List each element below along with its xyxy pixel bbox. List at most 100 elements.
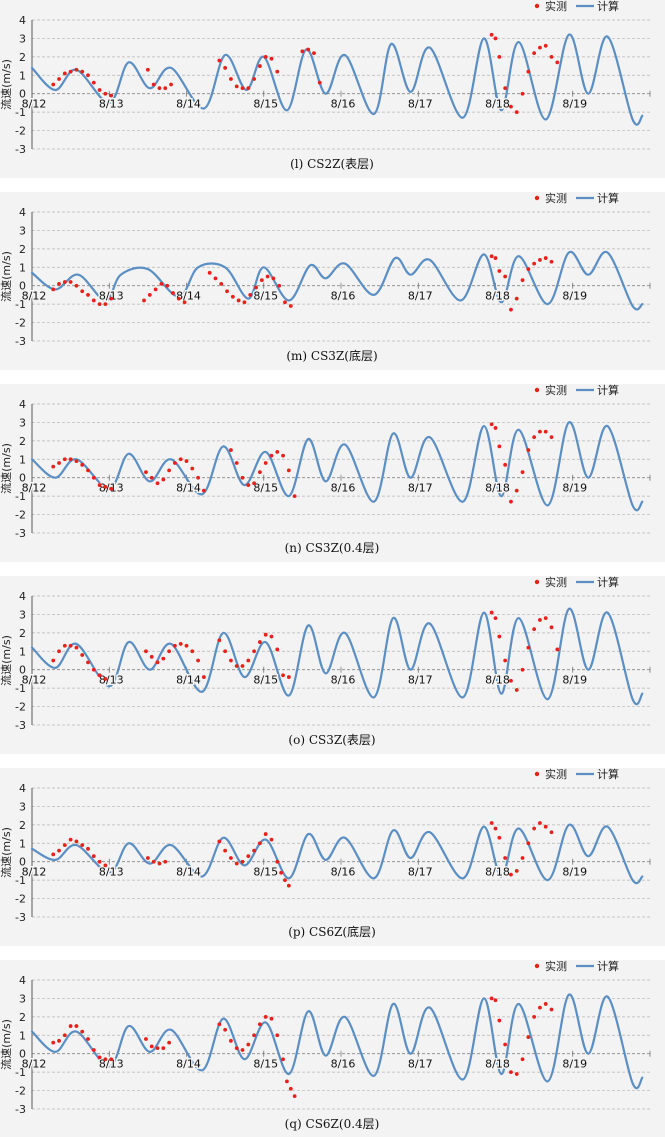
observed-point <box>493 256 498 260</box>
observed-point <box>86 660 90 665</box>
x-tick-label: 8/15 <box>253 866 278 879</box>
observed-point <box>165 283 170 288</box>
x-tick-label: 8/14 <box>176 290 201 303</box>
observed-point <box>503 856 508 860</box>
observed-point <box>184 459 189 464</box>
y-tick-label: -3 <box>15 527 26 540</box>
x-tick-label: 8/16 <box>331 1058 356 1071</box>
x-tick-label: 8/14 <box>176 866 201 879</box>
observed-point <box>538 821 542 825</box>
observed-point <box>252 848 256 853</box>
observed-point <box>149 475 154 480</box>
chart-panel: 43210-1-2-3流速(m/s)8/128/138/148/158/168/… <box>0 383 665 562</box>
observed-point <box>144 649 148 654</box>
observed-point <box>514 869 519 873</box>
observed-point <box>57 848 61 853</box>
observed-point <box>526 645 531 650</box>
observed-point <box>489 422 494 427</box>
observed-point <box>493 616 498 621</box>
y-tick-label: 3 <box>19 416 26 429</box>
observed-point <box>51 464 56 469</box>
observed-point <box>234 1046 239 1051</box>
observed-point <box>103 677 108 681</box>
observed-point <box>184 643 189 648</box>
legend-observed-marker <box>534 963 540 969</box>
y-axis-label: 流速(m/s) <box>0 443 13 494</box>
observed-point <box>74 283 79 288</box>
y-tick-label: -3 <box>15 1103 26 1116</box>
y-tick-label: 4 <box>19 206 26 219</box>
legend-observed-label: 实测 <box>545 0 567 13</box>
observed-point <box>526 1035 531 1040</box>
y-tick-label: 4 <box>19 14 26 27</box>
computed-series-line <box>30 823 644 885</box>
observed-point <box>257 64 262 68</box>
panel-caption: (l) CS2Z(表层) <box>290 157 374 171</box>
y-tick-label: 1 <box>19 69 26 82</box>
y-tick-label: -1 <box>15 874 26 887</box>
observed-point <box>489 254 494 259</box>
observed-point <box>167 649 172 654</box>
legend-computed-label: 计算 <box>597 0 619 13</box>
observed-point <box>549 435 554 440</box>
observed-point <box>509 678 513 683</box>
panel-background <box>0 192 665 370</box>
observed-point <box>217 839 222 844</box>
observed-point <box>257 1022 262 1027</box>
legend-observed-label: 实测 <box>545 959 567 973</box>
observed-point <box>549 54 554 59</box>
x-tick-label: 8/15 <box>253 674 278 687</box>
observed-point <box>246 1042 251 1047</box>
observed-point <box>286 883 291 888</box>
observed-point <box>240 86 245 91</box>
y-tick-label: 3 <box>19 32 26 45</box>
observed-point <box>555 60 560 65</box>
x-tick-label: 8/17 <box>408 98 433 111</box>
observed-point <box>51 82 56 87</box>
observed-point <box>497 444 502 449</box>
observed-point <box>51 658 56 663</box>
y-tick-label: 4 <box>19 782 26 795</box>
y-axis-label: 流速(m/s) <box>0 1019 13 1070</box>
observed-point <box>68 643 73 648</box>
observed-point <box>74 1024 79 1028</box>
observed-point <box>520 856 525 860</box>
legend: 实测 计算 <box>534 767 619 781</box>
observed-point <box>246 86 251 91</box>
observed-point <box>109 93 114 98</box>
y-tick-label: 2 <box>19 627 26 640</box>
observed-point <box>171 291 175 295</box>
y-tick-label: 1 <box>19 453 26 466</box>
observed-point <box>312 51 316 56</box>
observed-point <box>555 647 560 652</box>
observed-point <box>306 47 311 52</box>
observed-point <box>514 688 519 692</box>
legend-observed-marker <box>534 387 540 393</box>
x-tick-label: 8/12 <box>22 290 47 303</box>
observed-point <box>538 429 542 434</box>
observed-point <box>74 839 79 844</box>
observed-point <box>234 664 239 668</box>
x-tick-label: 8/16 <box>331 290 356 303</box>
x-tick-label: 8/18 <box>485 866 510 879</box>
panel-caption: (q) CS6Z(0.4层) <box>285 1117 380 1131</box>
observed-point <box>503 658 508 663</box>
observed-point <box>178 642 183 646</box>
observed-point <box>68 1024 73 1028</box>
observed-point <box>265 274 270 279</box>
observed-point <box>269 56 274 61</box>
x-tick-label: 8/19 <box>562 98 587 111</box>
observed-point <box>62 843 67 848</box>
observed-point <box>509 872 513 877</box>
x-tick-label: 8/18 <box>485 674 510 687</box>
observed-point <box>257 640 262 644</box>
observed-point <box>269 837 274 842</box>
observed-point <box>497 54 502 59</box>
observed-point <box>493 426 498 430</box>
observed-point <box>51 287 56 292</box>
observed-point <box>147 293 152 297</box>
y-tick-label: 3 <box>19 224 26 237</box>
observed-point <box>80 843 85 848</box>
